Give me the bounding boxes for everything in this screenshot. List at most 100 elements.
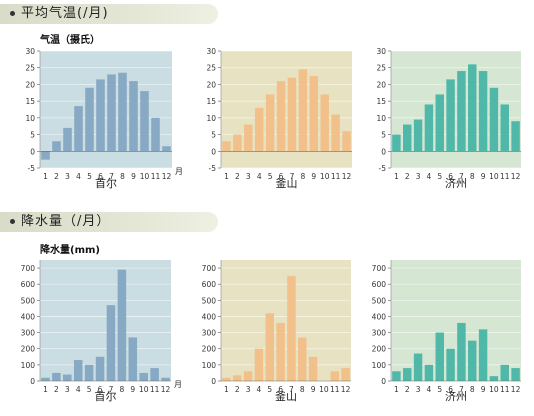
temperature-section-title: 平均气温(/月) [21,6,109,21]
x-axis-unit-label: 月 [175,167,183,176]
busan-bar-month-6 [276,322,285,381]
seoul-bar-month-8 [118,72,127,152]
y-tick-label: -5 [209,164,217,173]
busan-temperature-city-label: 釜山 [275,177,298,190]
x-tick-label: 9 [311,385,316,394]
y-tick-label: 500 [202,296,217,305]
y-tick-label: 200 [372,345,387,354]
busan-bar-month-8 [298,337,307,381]
bullet-icon [10,11,15,16]
x-tick-label: 4 [76,385,81,394]
x-tick-label: 5 [437,385,442,394]
x-tick-label: 7 [109,385,114,394]
seoul-bar-month-2 [52,372,61,381]
busan-temperature-chart: -5 0 5 10 15 20 25 30 1 2 3 4 5 6 7 8 9 10 11 12 [199,47,366,186]
x-tick-label: 8 [470,172,475,181]
y-tick-label: -5 [379,164,387,173]
y-tick-label: 30 [376,47,386,56]
busan-bar-month-6 [276,81,286,152]
y-tick-label: 400 [21,312,36,321]
x-tick-label: 5 [87,385,92,394]
x-tick-label: 10 [319,385,329,394]
temperature-axis-label: 气温（摄氏） [40,35,100,46]
y-tick-label: 25 [206,64,216,73]
x-tick-label: 5 [267,385,272,394]
jeju-temperature-city-label: 济州 [445,177,467,190]
busan-precipitation-city-label: 釜山 [275,390,297,403]
x-axis-unit-label: 月 [174,380,182,389]
y-tick-label: 700 [372,264,387,273]
y-tick-label: 0 [381,377,386,386]
y-tick-label: 600 [21,280,36,289]
x-tick-label: 8 [470,385,475,394]
seoul-bar-month-1 [41,151,50,160]
x-tick-label: 6 [98,385,103,394]
jeju-bar-month-5 [435,332,444,381]
busan-bar-month-11 [330,371,339,381]
busan-bar-month-5 [265,313,274,381]
x-tick-label: 10 [139,385,149,394]
seoul-precipitation-chart: 0 100 200 300 400 500 600 700 1 2 3 4 5 6 7 8 9 10 11 12 月 [18,260,185,399]
x-tick-label: 3 [65,172,70,181]
x-tick-label: 3 [65,385,70,394]
x-tick-label: 9 [481,385,486,394]
busan-precipitation-chart: 0 100 200 300 400 500 600 700 1 2 3 4 5 6 7 8 9 10 11 12 [199,260,365,399]
x-tick-label: 8 [120,172,125,181]
precipitation-section-title: 降水量（/月） [21,214,111,229]
y-tick-label: 600 [202,280,217,289]
x-tick-label: 10 [140,172,150,181]
busan-bar-month-11 [331,114,340,152]
x-tick-label: 6 [448,385,453,394]
seoul-bar-month-5 [84,364,94,381]
x-tick-label: 3 [246,385,251,394]
busan-bar-month-2 [233,134,242,152]
x-tick-label: 6 [278,385,283,394]
jeju-precipitation-city-label: 济州 [445,390,467,403]
x-tick-label: 11 [150,385,160,394]
seoul-precipitation-city-label: 首尔 [94,390,117,403]
precipitation-section-header: 降水量（/月） [0,212,218,232]
y-tick-label: 10 [376,114,386,123]
x-tick-label: 1 [224,172,229,181]
y-tick-label: 300 [372,329,387,338]
jeju-bar-month-3 [413,119,423,152]
y-tick-label: 20 [206,80,216,89]
seoul-bar-month-9 [129,81,138,152]
x-tick-label: 7 [109,172,114,181]
seoul-bar-month-3 [63,127,72,152]
x-tick-label: 10 [489,385,499,394]
x-tick-label: 4 [257,385,262,394]
x-tick-label: 12 [511,172,521,181]
x-tick-label: 3 [416,385,421,394]
jeju-bar-month-9 [478,329,488,381]
y-tick-label: 5 [30,131,35,140]
busan-bar-month-2 [233,375,242,381]
y-tick-label: 100 [202,361,217,370]
jeju-bar-month-11 [500,104,509,152]
x-tick-label: 12 [162,172,172,181]
seoul-temperature-city-label: 首尔 [95,177,117,190]
seoul-bar-month-12 [162,146,171,152]
x-tick-label: 4 [427,172,432,181]
jeju-bar-month-6 [446,348,455,381]
y-tick-label: 100 [21,361,36,370]
x-tick-label: 6 [98,172,103,181]
seoul-bar-month-6 [96,79,105,152]
x-tick-label: 11 [331,172,341,181]
y-tick-label: 10 [206,114,216,123]
seoul-bar-month-11 [151,117,160,152]
jeju-bar-month-6 [446,79,455,152]
busan-bar-month-7 [287,276,296,381]
x-tick-label: 5 [437,172,442,181]
x-tick-label: 3 [246,172,251,181]
busan-bar-month-3 [243,371,253,381]
x-tick-label: 2 [54,172,59,181]
x-tick-label: 1 [224,385,229,394]
jeju-bar-month-12 [511,121,520,152]
x-tick-label: 1 [394,385,399,394]
x-tick-label: 2 [405,172,410,181]
seoul-bar-month-8 [117,269,127,381]
